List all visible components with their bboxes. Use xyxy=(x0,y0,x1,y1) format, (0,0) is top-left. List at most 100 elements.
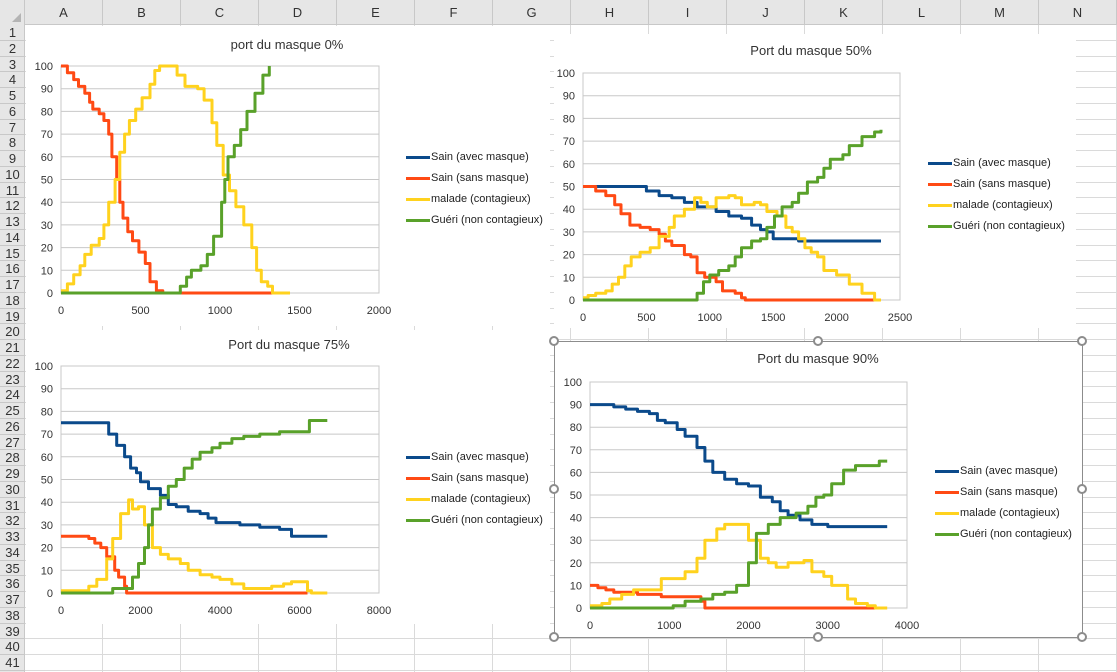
legend-item-gueri[interactable]: Guéri (non contagieux) xyxy=(406,513,543,534)
row-header-40[interactable]: 40 xyxy=(0,639,25,655)
row-header-20[interactable]: 20 xyxy=(0,324,25,340)
row-header-29[interactable]: 29 xyxy=(0,466,25,482)
series-line-sain-sans-masque[interactable] xyxy=(61,64,273,295)
row-header-27[interactable]: 27 xyxy=(0,435,25,451)
row-header-23[interactable]: 23 xyxy=(0,372,25,388)
row-header-38[interactable]: 38 xyxy=(0,608,25,624)
row-header-32[interactable]: 32 xyxy=(0,513,25,529)
row-header-21[interactable]: 21 xyxy=(0,340,25,356)
legend-item-sain-avec-masque[interactable]: Sain (avec masque) xyxy=(406,150,543,171)
y-tick-label: 100 xyxy=(35,61,53,73)
chart-mask-0[interactable]: port du masque 0% 0 10 20 30 40 50 60 70 80 90 100… xyxy=(26,26,550,326)
select-all-button[interactable] xyxy=(0,0,25,25)
legend-item-sain-avec-masque[interactable]: Sain (avec masque) xyxy=(935,464,1072,485)
row-header-3[interactable]: 3 xyxy=(0,57,25,73)
row-header-33[interactable]: 33 xyxy=(0,529,25,545)
row-header-5[interactable]: 5 xyxy=(0,88,25,104)
row-header-14[interactable]: 14 xyxy=(0,230,25,246)
resize-handle-middle-left[interactable] xyxy=(549,484,559,494)
row-header-18[interactable]: 18 xyxy=(0,293,25,309)
series-line-malade[interactable] xyxy=(61,498,328,595)
resize-handle-middle-right[interactable] xyxy=(1077,484,1087,494)
legend-item-gueri[interactable]: Guéri (non contagieux) xyxy=(406,213,543,234)
row-header-30[interactable]: 30 xyxy=(0,482,25,498)
row-header-36[interactable]: 36 xyxy=(0,576,25,592)
series-line-sain-avec-masque[interactable] xyxy=(583,185,881,243)
legend-item-sain-avec-masque[interactable]: Sain (avec masque) xyxy=(406,450,543,471)
column-header-j[interactable]: J xyxy=(727,0,805,25)
row-header-11[interactable]: 11 xyxy=(0,183,25,199)
series-line-sain-sans-masque[interactable] xyxy=(583,185,875,302)
row-header-12[interactable]: 12 xyxy=(0,198,25,214)
series-line-gueri[interactable] xyxy=(583,129,883,302)
legend-item-malade[interactable]: malade (contagieux) xyxy=(928,198,1065,219)
row-header-13[interactable]: 13 xyxy=(0,214,25,230)
row-header-22[interactable]: 22 xyxy=(0,356,25,372)
row-header-1[interactable]: 1 xyxy=(0,25,25,41)
row-header-15[interactable]: 15 xyxy=(0,246,25,262)
legend-item-sain-sans-masque[interactable]: Sain (sans masque) xyxy=(935,485,1072,506)
row-header-17[interactable]: 17 xyxy=(0,277,25,293)
column-header-k[interactable]: K xyxy=(805,0,883,25)
legend-item-gueri[interactable]: Guéri (non contagieux) xyxy=(935,527,1072,548)
row-header-37[interactable]: 37 xyxy=(0,592,25,608)
row-header-10[interactable]: 10 xyxy=(0,167,25,183)
row-header-4[interactable]: 4 xyxy=(0,72,25,88)
chart-mask-50[interactable]: Port du masque 50% 0 10 20 30 40 50 60 70 80 90 10… xyxy=(554,34,1076,328)
series-line-sain-avec-masque[interactable] xyxy=(61,421,328,538)
legend-item-sain-avec-masque[interactable]: Sain (avec masque) xyxy=(928,156,1065,177)
resize-handle-bottom-middle[interactable] xyxy=(813,632,823,642)
resize-handle-bottom-left[interactable] xyxy=(549,632,559,642)
row-header-35[interactable]: 35 xyxy=(0,561,25,577)
row-header-26[interactable]: 26 xyxy=(0,419,25,435)
legend-item-sain-sans-masque[interactable]: Sain (sans masque) xyxy=(928,177,1065,198)
column-header-d[interactable]: D xyxy=(259,0,337,25)
column-header-b[interactable]: B xyxy=(103,0,181,25)
series-line-malade[interactable] xyxy=(61,64,290,295)
row-header-24[interactable]: 24 xyxy=(0,387,25,403)
row-header-34[interactable]: 34 xyxy=(0,545,25,561)
legend-item-malade[interactable]: malade (contagieux) xyxy=(406,492,543,513)
series-line-sain-avec-masque[interactable] xyxy=(590,403,888,529)
column-header-l[interactable]: L xyxy=(883,0,961,25)
row-header-7[interactable]: 7 xyxy=(0,120,25,136)
row-header-8[interactable]: 8 xyxy=(0,135,25,151)
resize-handle-top-right[interactable] xyxy=(1077,336,1087,346)
series-line-gueri[interactable] xyxy=(61,419,328,595)
row-header-19[interactable]: 19 xyxy=(0,309,25,325)
column-header-c[interactable]: C xyxy=(181,0,259,25)
x-tick-label: 1500 xyxy=(287,305,311,317)
column-header-a[interactable]: A xyxy=(25,0,103,25)
resize-handle-top-middle[interactable] xyxy=(813,336,823,346)
row-header-39[interactable]: 39 xyxy=(0,624,25,640)
legend-item-sain-sans-masque[interactable]: Sain (sans masque) xyxy=(406,171,543,192)
series-line-gueri[interactable] xyxy=(590,459,888,610)
column-header-m[interactable]: M xyxy=(961,0,1039,25)
legend-item-gueri[interactable]: Guéri (non contagieux) xyxy=(928,219,1065,240)
column-header-f[interactable]: F xyxy=(415,0,493,25)
series-line-malade[interactable] xyxy=(590,522,888,610)
chart-mask-90[interactable]: Port du masque 90% 0 10 20 30 40 50 60 70 80 90 10… xyxy=(549,336,1087,642)
row-header-2[interactable]: 2 xyxy=(0,41,25,57)
legend-item-malade[interactable]: malade (contagieux) xyxy=(935,506,1072,527)
legend-item-sain-sans-masque[interactable]: Sain (sans masque) xyxy=(406,471,543,492)
chart-mask-75[interactable]: Port du masque 75% 0 10 20 30 40 50 60 70 80 90 10… xyxy=(26,330,550,624)
resize-handle-bottom-right[interactable] xyxy=(1077,632,1087,642)
row-header-25[interactable]: 25 xyxy=(0,403,25,419)
row-header-9[interactable]: 9 xyxy=(0,151,25,167)
row-header-6[interactable]: 6 xyxy=(0,104,25,120)
column-header-i[interactable]: I xyxy=(649,0,727,25)
series-line-sain-sans-masque[interactable] xyxy=(61,534,308,595)
row-header-16[interactable]: 16 xyxy=(0,261,25,277)
column-header-n[interactable]: N xyxy=(1039,0,1117,25)
row-header-31[interactable]: 31 xyxy=(0,498,25,514)
series-line-gueri[interactable] xyxy=(61,66,271,295)
legend-item-malade[interactable]: malade (contagieux) xyxy=(406,192,543,213)
column-header-h[interactable]: H xyxy=(571,0,649,25)
resize-handle-top-left[interactable] xyxy=(549,336,559,346)
column-header-e[interactable]: E xyxy=(337,0,415,25)
series-line-malade[interactable] xyxy=(583,194,881,302)
row-header-41[interactable]: 41 xyxy=(0,655,25,671)
row-header-28[interactable]: 28 xyxy=(0,450,25,466)
column-header-g[interactable]: G xyxy=(493,0,571,25)
